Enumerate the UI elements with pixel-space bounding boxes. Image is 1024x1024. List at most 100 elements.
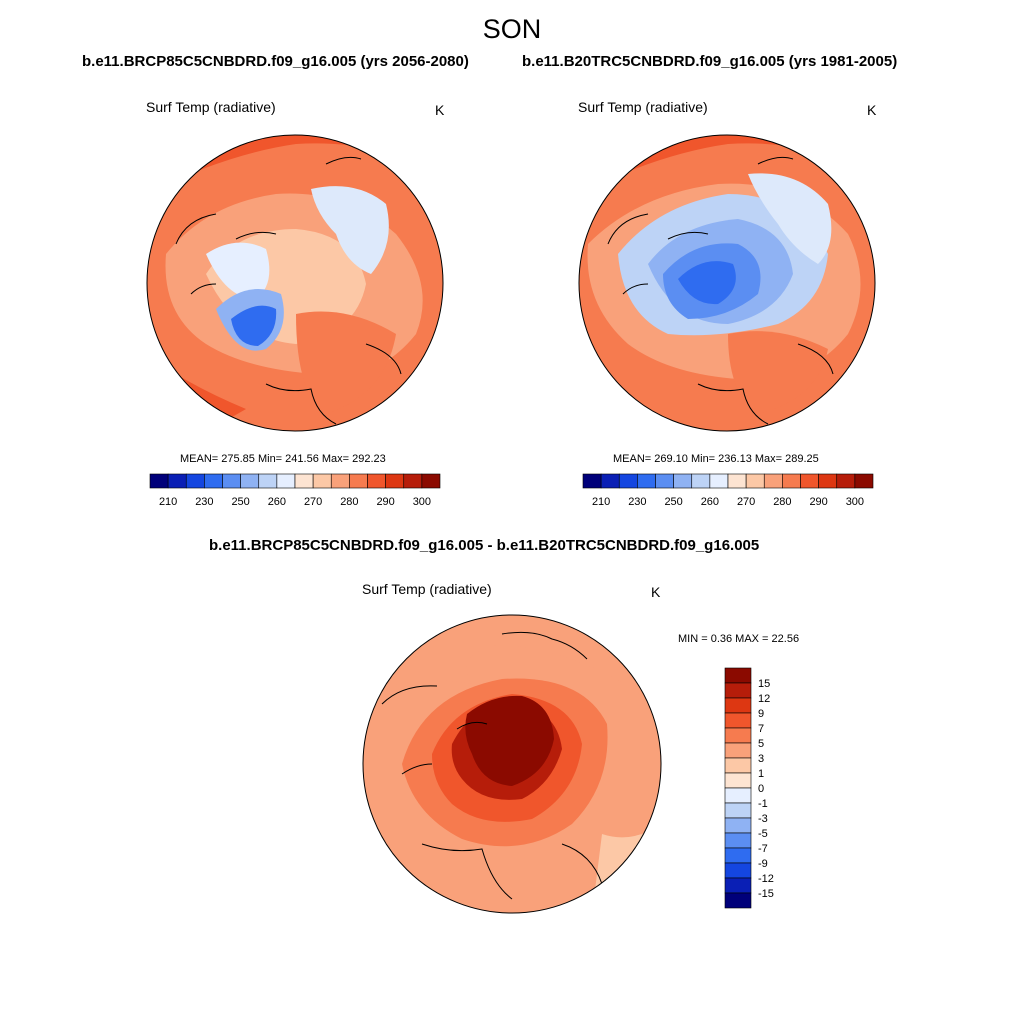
colorbar-swatch bbox=[724, 817, 752, 834]
colorbar-tick-label: 12 bbox=[758, 693, 770, 705]
colorbar-swatch bbox=[724, 877, 752, 894]
polar-map-historical bbox=[578, 134, 876, 432]
colorbar-tick-label: 280 bbox=[773, 496, 791, 508]
colorbar-swatch bbox=[367, 473, 386, 489]
colorbar-swatch bbox=[724, 712, 752, 729]
coastline bbox=[175, 156, 402, 425]
colorbar-swatch bbox=[782, 473, 801, 489]
colorbar-tick-label: 300 bbox=[846, 496, 864, 508]
colorbar-swatch bbox=[724, 802, 752, 819]
season-title: SON bbox=[482, 14, 542, 44]
colorbar-swatch bbox=[258, 473, 278, 489]
panel-variable-label: Surf Temp (radiative) bbox=[146, 99, 276, 115]
colorbar-swatch bbox=[276, 473, 296, 489]
colorbar-swatch bbox=[724, 772, 752, 789]
colorbar-tick-label: -7 bbox=[758, 843, 768, 855]
colorbar-swatch bbox=[836, 473, 856, 489]
colorbar-swatch bbox=[763, 473, 783, 489]
panel-units-label: K bbox=[651, 584, 661, 600]
colorbar-tick-label: 250 bbox=[231, 496, 249, 508]
colorbar-swatch bbox=[385, 473, 405, 489]
colorbar-tick-label: 210 bbox=[592, 496, 610, 508]
colorbar-tick-label: 15 bbox=[758, 678, 770, 690]
map-border bbox=[362, 614, 662, 914]
colorbar-tick-label: -12 bbox=[758, 873, 774, 885]
colorbar-tick-label: 230 bbox=[628, 496, 646, 508]
colorbar-swatch bbox=[854, 473, 874, 489]
colorbar-swatch bbox=[294, 473, 314, 489]
colorbar-swatch bbox=[330, 473, 350, 489]
colorbar-swatch bbox=[240, 473, 260, 489]
colorbar-tick-label: 210 bbox=[159, 496, 177, 508]
map-region bbox=[592, 824, 661, 913]
colorbar-absolute: 210 230 250 260 270 280 290 300 bbox=[149, 473, 441, 508]
colorbar-swatch bbox=[673, 473, 693, 489]
colorbar-tick-label: -1 bbox=[758, 798, 768, 810]
map-region bbox=[311, 186, 389, 274]
diff-minmax: MIN = 0.36 MAX = 22.56 bbox=[678, 633, 800, 645]
map-region bbox=[296, 311, 396, 414]
colorbar-swatch bbox=[312, 473, 332, 489]
panel-units-label: K bbox=[867, 102, 877, 118]
panel-stats: MEAN= 269.10 Min= 236.13 Max= 289.25 bbox=[613, 453, 819, 465]
colorbar-swatch bbox=[724, 667, 752, 684]
colorbar-tick-label: 1 bbox=[758, 768, 764, 780]
colorbar-tick-label: 260 bbox=[701, 496, 719, 508]
map-border bbox=[578, 134, 876, 432]
colorbar-swatch bbox=[800, 473, 819, 489]
colorbar-swatch bbox=[818, 473, 838, 489]
coastline bbox=[381, 631, 603, 900]
colorbar-swatch bbox=[582, 473, 602, 489]
colorbar-tick-label: -9 bbox=[758, 858, 768, 870]
case-title-left: b.e11.BRCP85C5CNBDRD.f09_g16.005 (yrs 20… bbox=[82, 53, 469, 70]
colorbar-swatch bbox=[637, 473, 656, 489]
map-region bbox=[728, 331, 828, 414]
colorbar-swatch bbox=[745, 473, 765, 489]
colorbar-swatch bbox=[222, 473, 241, 489]
colorbar-swatch bbox=[421, 473, 441, 489]
colorbar-swatch bbox=[618, 473, 638, 489]
colorbar-tick-label: 230 bbox=[195, 496, 213, 508]
colorbar-tick-label: 270 bbox=[737, 496, 755, 508]
difference-title: b.e11.BRCP85C5CNBDRD.f09_g16.005 - b.e11… bbox=[209, 537, 760, 554]
colorbar-swatch bbox=[655, 473, 674, 489]
colorbar-swatch bbox=[403, 473, 423, 489]
colorbar-swatch bbox=[600, 473, 620, 489]
colorbar-tick-label: 0 bbox=[758, 783, 764, 795]
colorbar-tick-label: -5 bbox=[758, 828, 768, 840]
colorbar-tick-label: 300 bbox=[413, 496, 431, 508]
colorbar-swatch bbox=[691, 473, 711, 489]
colorbar-swatch bbox=[724, 787, 752, 804]
colorbar-swatch bbox=[724, 847, 752, 864]
colorbar-swatch bbox=[185, 473, 205, 489]
colorbar-difference: 15 12 9 7 5 3 1 0 -1 -3 -5 -7 -9 -12 -15 bbox=[724, 667, 774, 909]
colorbar-swatch bbox=[724, 832, 752, 849]
colorbar-absolute: 210 230 250 260 270 280 290 300 bbox=[582, 473, 874, 508]
panel-variable-label: Surf Temp (radiative) bbox=[362, 581, 492, 597]
panel-variable-label: Surf Temp (radiative) bbox=[578, 99, 708, 115]
colorbar-swatch bbox=[149, 473, 169, 489]
colorbar-tick-label: 280 bbox=[340, 496, 358, 508]
colorbar-tick-label: 270 bbox=[304, 496, 322, 508]
colorbar-tick-label: 3 bbox=[758, 753, 764, 765]
polar-map-difference bbox=[362, 614, 662, 914]
map-border bbox=[146, 134, 444, 432]
colorbar-tick-label: 290 bbox=[376, 496, 394, 508]
map-region bbox=[748, 173, 832, 264]
colorbar-swatch bbox=[724, 892, 752, 909]
colorbar-tick-label: 260 bbox=[268, 496, 286, 508]
colorbar-tick-label: 9 bbox=[758, 708, 764, 720]
colorbar-tick-label: 5 bbox=[758, 738, 764, 750]
colorbar-swatch bbox=[727, 473, 747, 489]
colorbar-tick-label: -15 bbox=[758, 888, 774, 900]
colorbar-swatch bbox=[724, 697, 752, 714]
case-title-right: b.e11.B20TRC5CNBDRD.f09_g16.005 (yrs 198… bbox=[522, 53, 898, 70]
colorbar-tick-label: -3 bbox=[758, 813, 768, 825]
colorbar-tick-label: 250 bbox=[664, 496, 682, 508]
colorbar-swatch bbox=[349, 473, 368, 489]
map-region bbox=[678, 261, 736, 305]
coastline bbox=[607, 156, 834, 425]
panel-stats: MEAN= 275.85 Min= 241.56 Max= 292.23 bbox=[180, 453, 386, 465]
map-region bbox=[231, 305, 277, 346]
colorbar-tick-label: 290 bbox=[809, 496, 827, 508]
